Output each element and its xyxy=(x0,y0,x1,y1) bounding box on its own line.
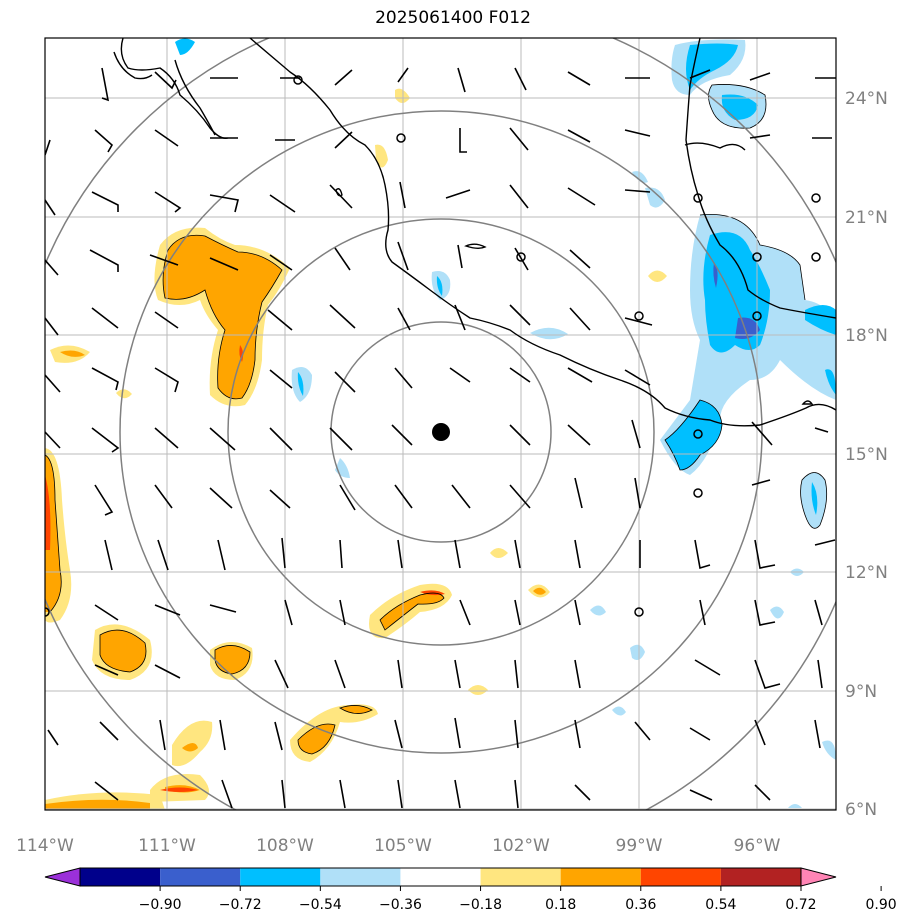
latitude-labels: 24°N 21°N 18°N 15°N 12°N 9°N 6°N xyxy=(845,89,888,820)
colorbar-segment xyxy=(240,868,321,886)
colorbar-tick-label: 0.90 xyxy=(866,897,897,913)
lat-label: 12°N xyxy=(845,563,888,583)
lat-label: 18°N xyxy=(845,326,888,346)
colorbar-extend-high xyxy=(800,867,837,887)
colorbar-tick-label: 0.18 xyxy=(545,897,576,913)
colorbar-segment xyxy=(720,868,801,886)
lon-label: 111°W xyxy=(138,836,196,856)
colorbar-tick-label: −0.18 xyxy=(459,897,502,913)
map-area xyxy=(45,38,836,810)
range-rings xyxy=(45,38,836,810)
lat-label: 9°N xyxy=(845,682,877,702)
colorbar-tick-label: 0.54 xyxy=(705,897,736,913)
longitude-labels: 114°W 111°W 108°W 105°W 102°W 99°W 96°W xyxy=(16,836,781,856)
calm-wind-markers xyxy=(45,75,821,617)
lon-label: 102°W xyxy=(492,836,550,856)
colorbar-segment xyxy=(560,868,641,886)
graticule xyxy=(45,38,836,810)
lon-label: 105°W xyxy=(374,836,432,856)
anomaly-contours xyxy=(45,84,828,755)
colorbar-segment xyxy=(320,868,401,886)
warm-anomaly-regions xyxy=(45,88,667,810)
colorbar-extend-low xyxy=(44,867,81,887)
lon-label: 99°W xyxy=(616,836,663,856)
colorbar-tick-label: −0.72 xyxy=(219,897,262,913)
lat-label: 21°N xyxy=(845,208,888,228)
colorbar-segment xyxy=(80,868,161,886)
colorbar-tick-label: −0.54 xyxy=(299,897,342,913)
storm-center-dot xyxy=(432,423,450,441)
colorbar-tick-label: 0.36 xyxy=(625,897,656,913)
lon-label: 108°W xyxy=(256,836,314,856)
wind-barbs xyxy=(45,67,836,809)
colorbar-segment xyxy=(640,868,721,886)
map-title: 2025061400 F012 xyxy=(375,8,531,28)
coastlines xyxy=(113,38,836,427)
cool-anomaly-regions xyxy=(175,38,836,808)
colorbar-segment xyxy=(400,868,481,886)
colorbar-tick-label: −0.36 xyxy=(379,897,422,913)
colorbar-segment xyxy=(160,868,241,886)
lat-label: 15°N xyxy=(845,445,888,465)
colorbar-tick-label: −0.90 xyxy=(139,897,182,913)
lon-label: 114°W xyxy=(16,836,74,856)
colorbar-segment xyxy=(480,868,561,886)
colorbar-outline xyxy=(79,867,802,887)
colorbar: −0.90 −0.72 −0.54 −0.36 −0.18 0.18 0.36 0.54 0.7… xyxy=(44,867,897,913)
lat-label: 6°N xyxy=(845,800,877,820)
colorbar-tick-label: 0.72 xyxy=(785,897,816,913)
map-frame xyxy=(44,37,837,811)
lat-label: 24°N xyxy=(845,89,888,109)
lon-label: 96°W xyxy=(734,836,781,856)
